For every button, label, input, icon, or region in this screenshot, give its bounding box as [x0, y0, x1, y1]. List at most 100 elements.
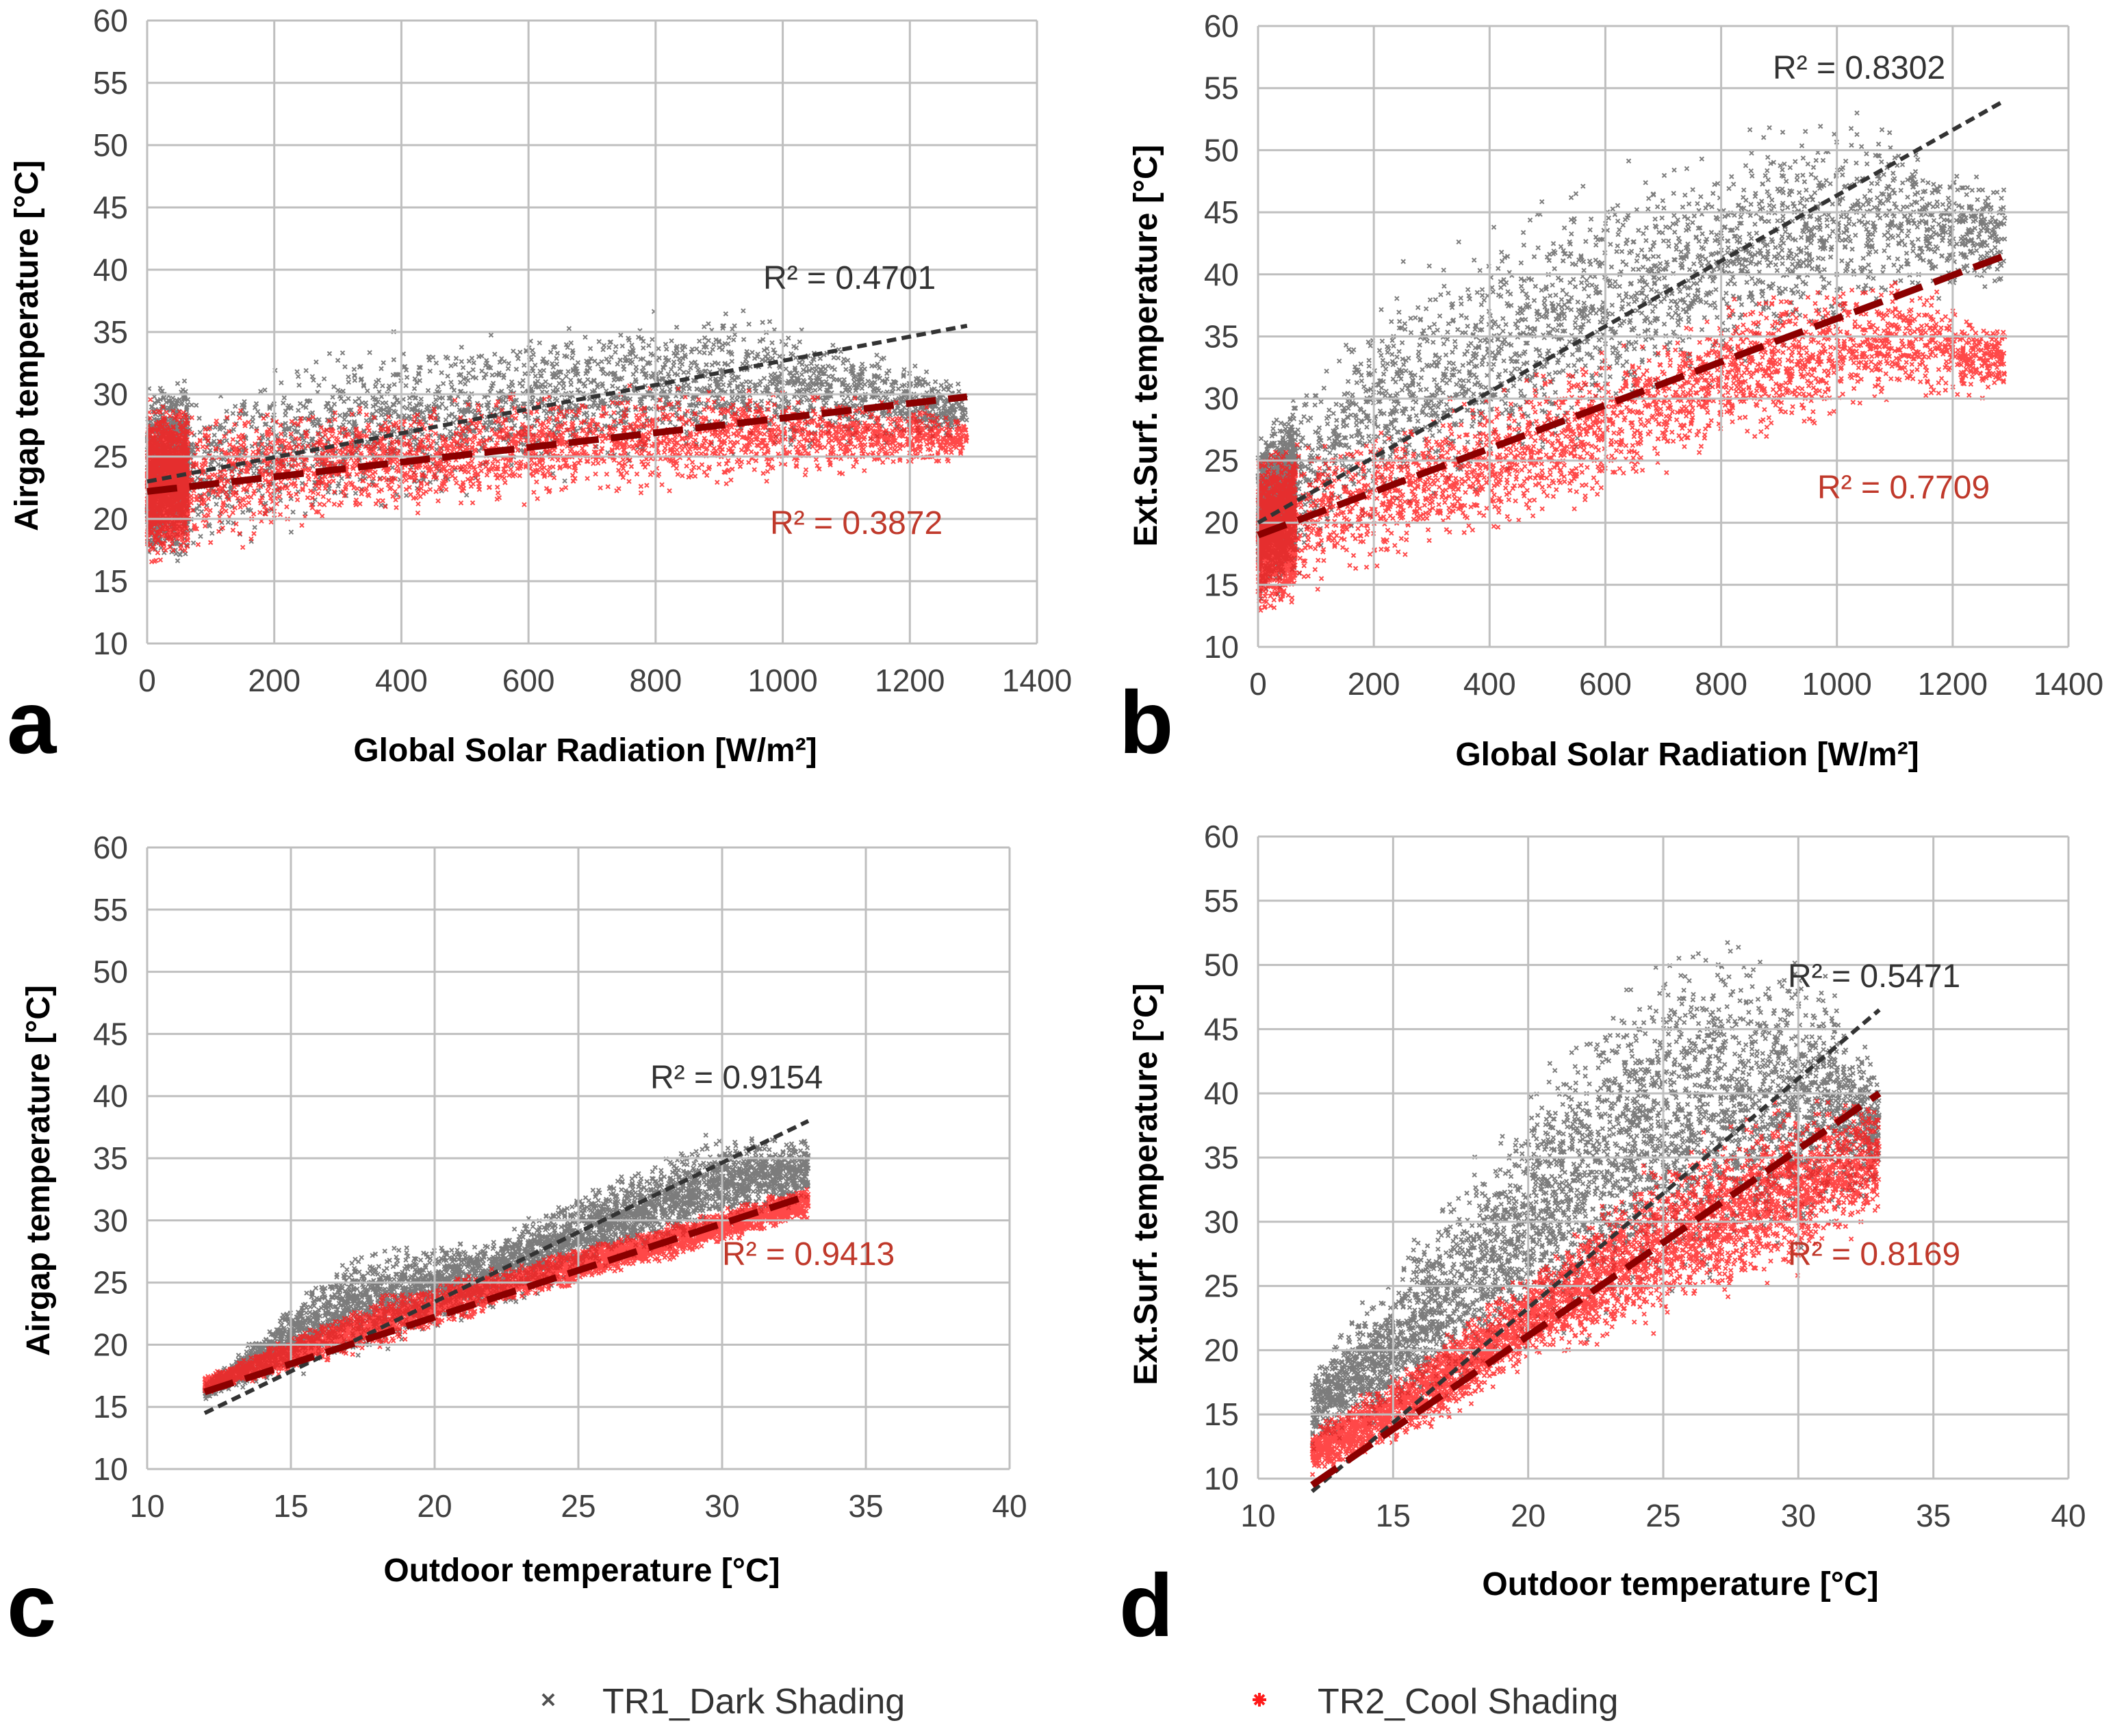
y-tick-label: 50	[1204, 132, 1239, 168]
r2-label-tr1: R² = 0.9154	[650, 1060, 823, 1096]
tick-labels: 0 200 400 600 800 1000 1200 1400 10 15 20 25 30 35 40 4…	[93, 3, 1072, 698]
x-tick-label: 15	[1376, 1498, 1411, 1533]
y-tick-label: 35	[1204, 1140, 1239, 1175]
y-tick-label: 20	[93, 1327, 128, 1362]
star-marker-icon	[1253, 1693, 1266, 1707]
y-tick-label: 20	[1204, 1332, 1239, 1368]
y-tick-label: 45	[1204, 1011, 1239, 1047]
y-tick-label: 25	[1204, 443, 1239, 478]
y-tick-label: 50	[93, 127, 128, 163]
scatter-clouds	[1255, 110, 2008, 613]
tick-labels: 10 15 20 25 30 35 40 10 15 20 25 30 35 40 45 50 55 60	[1204, 819, 2086, 1533]
y-tick-label: 10	[93, 626, 128, 661]
y-tick-label: 35	[1204, 319, 1239, 355]
x-tick-label: 25	[561, 1488, 595, 1524]
y-tick-label: 15	[1204, 1396, 1239, 1432]
x-tick-label: 15	[273, 1488, 308, 1524]
y-tick-label: 20	[93, 501, 128, 537]
x-tick-label: 0	[138, 663, 156, 698]
trendline-tr2	[1257, 252, 2006, 539]
y-tick-label: 25	[93, 1265, 128, 1301]
r2-label-tr2: R² = 0.8169	[1788, 1236, 1960, 1273]
y-tick-label: 35	[93, 1140, 128, 1176]
y-tick-label: 40	[1204, 1075, 1239, 1111]
y-tick-label: 50	[93, 954, 128, 990]
r2-label-tr2: R² = 0.9413	[722, 1236, 895, 1273]
y-tick-label: 60	[1204, 8, 1239, 44]
x-tick-label: 1000	[747, 663, 817, 698]
trendline-tr2	[146, 393, 968, 495]
y-axis-title: Ext.Surf. temperature [°C]	[1128, 144, 1164, 546]
y-tick-label: 60	[1204, 819, 1239, 854]
x-tick-label: 800	[629, 663, 682, 698]
x-tick-label: 200	[248, 663, 300, 698]
scatter-points-tr1	[1309, 940, 1882, 1452]
gridlines	[1257, 835, 2070, 1480]
y-axis-title: Airgap temperature [°C]	[21, 985, 57, 1356]
r2-label-tr1: R² = 0.4701	[763, 260, 936, 296]
y-tick-label: 60	[93, 3, 128, 38]
y-tick-label: 10	[1204, 629, 1239, 665]
tick-labels: 0 200 400 600 800 1000 1200 1400 10 15 20 25 30 35 40 4…	[1204, 8, 2103, 702]
trendlines	[146, 323, 968, 495]
x-axis-title: Outdoor temperature [°C]	[383, 1553, 780, 1589]
x-axis-title: Outdoor temperature [°C]	[1482, 1566, 1878, 1603]
gridlines	[1257, 25, 2070, 648]
scatter-points-tr2	[1255, 280, 2008, 613]
x-marker-icon	[541, 1693, 555, 1707]
panel-b: 0 200 400 600 800 1000 1200 1400 10 15 20 25 30 35 40 4…	[1119, 8, 2103, 773]
y-tick-label: 45	[1204, 194, 1239, 230]
r2-label-tr2: R² = 0.3872	[770, 505, 943, 541]
x-tick-label: 200	[1348, 666, 1400, 702]
panel-letter: d	[1119, 1555, 1173, 1655]
y-tick-label: 30	[93, 1203, 128, 1238]
x-tick-label: 1200	[1918, 666, 1988, 702]
x-tick-label: 35	[1916, 1498, 1951, 1533]
trendlines	[1257, 99, 2006, 539]
y-axis-title: Airgap temperature [°C]	[9, 160, 45, 531]
trendline-tr1	[203, 1119, 810, 1415]
x-tick-label: 1400	[1002, 663, 1072, 698]
x-tick-label: 10	[129, 1488, 164, 1524]
y-tick-label: 20	[1204, 505, 1239, 541]
panel-letter: a	[7, 672, 57, 772]
y-tick-label: 10	[1204, 1461, 1239, 1496]
x-tick-label: 400	[375, 663, 428, 698]
panel-a: 0 200 400 600 800 1000 1200 1400 10 15 20 25 30 35 40 4…	[7, 3, 1072, 772]
x-tick-label: 1000	[1802, 666, 1872, 702]
y-tick-label: 10	[93, 1451, 128, 1487]
legend-label-tr1: TR1_Dark Shading	[602, 1682, 905, 1722]
x-tick-label: 40	[992, 1488, 1027, 1524]
y-tick-label: 50	[1204, 947, 1239, 983]
trendlines	[1310, 1008, 1882, 1494]
y-tick-label: 40	[1204, 257, 1239, 292]
y-tick-label: 55	[93, 892, 128, 928]
x-tick-label: 1400	[2034, 666, 2103, 702]
y-tick-label: 55	[1204, 883, 1239, 919]
x-tick-label: 20	[417, 1488, 452, 1524]
x-tick-label: 20	[1511, 1498, 1546, 1533]
trendline-tr2	[1310, 1090, 1882, 1488]
y-tick-label: 30	[1204, 381, 1239, 416]
y-tick-label: 30	[93, 376, 128, 412]
y-tick-label: 60	[93, 830, 128, 865]
scatter-clouds	[1309, 940, 1882, 1477]
y-tick-label: 40	[93, 1078, 128, 1114]
trendline-tr2	[203, 1192, 810, 1396]
x-tick-label: 600	[502, 663, 555, 698]
x-tick-label: 0	[1249, 666, 1267, 702]
panel-c: 10 15 20 25 30 35 40 10 15 20 25 30 35 40 45 50 55 60 R² …	[7, 830, 1027, 1655]
y-tick-label: 55	[93, 65, 128, 101]
x-tick-label: 10	[1240, 1498, 1275, 1533]
y-tick-label: 30	[1204, 1204, 1239, 1240]
x-tick-label: 30	[704, 1488, 739, 1524]
x-tick-label: 40	[2051, 1498, 2086, 1533]
y-tick-label: 45	[93, 1016, 128, 1051]
x-tick-label: 600	[1579, 666, 1632, 702]
y-tick-label: 25	[1204, 1268, 1239, 1304]
y-tick-label: 55	[1204, 71, 1239, 106]
y-tick-label: 15	[93, 563, 128, 599]
gridlines	[146, 19, 1038, 645]
panel-letter: b	[1119, 672, 1173, 772]
